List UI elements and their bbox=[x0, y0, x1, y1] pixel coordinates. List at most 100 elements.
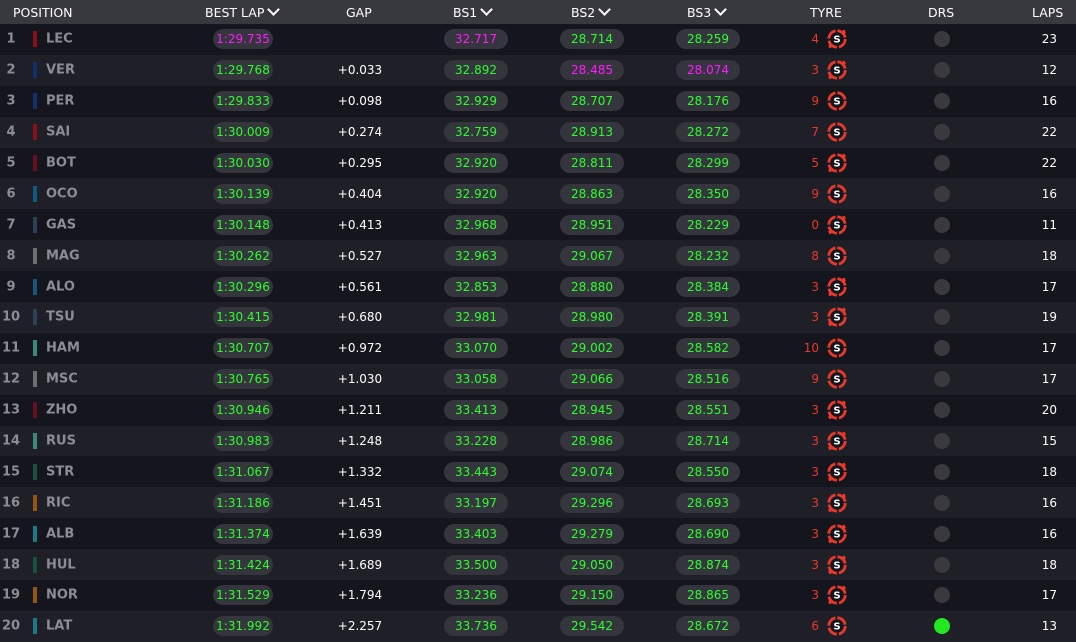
driver-code: RUS bbox=[46, 433, 76, 449]
soft-tyre-icon: S bbox=[827, 585, 847, 606]
header-bs3[interactable]: BS3 bbox=[687, 3, 728, 20]
best-sector-3: 28.232 bbox=[676, 245, 740, 266]
soft-tyre-icon: S bbox=[827, 462, 847, 482]
table-row[interactable]: 7 GAS 1:30.148 +0.413 32.968 28.951 28.2… bbox=[0, 209, 1076, 241]
best-lap: 1:31.424 bbox=[213, 554, 273, 575]
table-row[interactable]: 10 TSU 1:30.415 +0.680 32.981 28.980 28.… bbox=[0, 302, 1076, 333]
tyre-compound: S bbox=[833, 313, 840, 324]
best-sector-2: 28.951 bbox=[560, 214, 624, 235]
gap: +1.030 bbox=[337, 372, 383, 387]
best-sector-3: 28.516 bbox=[676, 369, 740, 390]
table-row[interactable]: 12 MSC 1:30.765 +1.030 33.058 29.066 28.… bbox=[0, 363, 1076, 395]
soft-tyre-icon: S bbox=[827, 246, 847, 266]
chevron-down-icon bbox=[267, 3, 281, 16]
table-row[interactable]: 5 BOT 1:30.030 +0.295 32.920 28.811 28.2… bbox=[0, 147, 1076, 179]
header-gap[interactable]: GAP bbox=[346, 5, 372, 20]
best-sector-3: 28.384 bbox=[676, 276, 740, 297]
table-row[interactable]: 18 HUL 1:31.424 +1.689 33.500 29.050 28.… bbox=[0, 549, 1076, 581]
best-sector-3: 28.350 bbox=[676, 183, 740, 204]
best-lap: 1:29.768 bbox=[213, 60, 273, 81]
table-row[interactable]: 11 HAM 1:30.707 +0.972 33.070 29.002 28.… bbox=[0, 332, 1076, 364]
table-row[interactable]: 8 MAG 1:30.262 +0.527 32.963 29.067 28.2… bbox=[0, 240, 1076, 272]
best-sector-2: 28.913 bbox=[560, 122, 624, 143]
table-row[interactable]: 20 LAT 1:31.992 +2.257 33.736 29.542 28.… bbox=[0, 610, 1076, 642]
best-sector-1: 32.929 bbox=[444, 91, 508, 112]
laps: 22 bbox=[1041, 125, 1057, 140]
table-row[interactable]: 13 ZHO 1:30.946 +1.211 33.413 28.945 28.… bbox=[0, 394, 1076, 426]
driver-code: ZHO bbox=[46, 402, 78, 418]
header-bs2[interactable]: BS2 bbox=[571, 3, 612, 20]
best-sector-2: 28.707 bbox=[560, 91, 624, 112]
header-tyre[interactable]: TYRE bbox=[810, 5, 842, 20]
drs-indicator bbox=[934, 402, 950, 419]
table-row[interactable]: 14 RUS 1:30.983 +1.248 33.228 28.986 28.… bbox=[0, 425, 1076, 457]
position: 16 bbox=[1, 495, 21, 511]
team-color-bar bbox=[33, 556, 37, 573]
best-sector-1: 33.070 bbox=[444, 338, 508, 359]
header-bs1[interactable]: BS1 bbox=[453, 3, 494, 20]
best-lap: 1:30.262 bbox=[213, 245, 273, 266]
best-lap: 1:30.707 bbox=[213, 338, 273, 359]
best-lap: 1:31.186 bbox=[213, 492, 273, 513]
tyre-compound: S bbox=[833, 66, 840, 77]
best-sector-2: 29.279 bbox=[560, 523, 624, 544]
table-row[interactable]: 16 RIC 1:31.186 +1.451 33.197 29.296 28.… bbox=[0, 487, 1076, 519]
best-lap: 1:30.148 bbox=[213, 214, 273, 235]
table-row[interactable]: 2 VER 1:29.768 +0.033 32.892 28.485 28.0… bbox=[0, 54, 1076, 86]
driver-code: TSU bbox=[46, 309, 75, 325]
table-row[interactable]: 6 OCO 1:30.139 +0.404 32.920 28.863 28.3… bbox=[0, 178, 1076, 210]
gap: +0.413 bbox=[337, 217, 383, 232]
table-row[interactable]: 1 LEC 1:29.735 32.717 28.714 28.259 4 S … bbox=[0, 24, 1076, 55]
team-color-bar bbox=[33, 463, 37, 480]
tyre-laps: 9 bbox=[811, 186, 819, 201]
drs-indicator bbox=[934, 433, 950, 450]
driver-code: STR bbox=[46, 464, 75, 480]
best-sector-2: 29.050 bbox=[560, 554, 624, 575]
laps: 19 bbox=[1041, 310, 1057, 325]
best-lap: 1:31.992 bbox=[213, 616, 273, 637]
best-sector-3: 28.865 bbox=[676, 585, 740, 606]
best-sector-3: 28.074 bbox=[676, 60, 740, 81]
drs-indicator bbox=[934, 525, 950, 542]
position: 1 bbox=[6, 31, 16, 47]
table-row[interactable]: 3 PER 1:29.833 +0.098 32.929 28.707 28.1… bbox=[0, 85, 1076, 117]
best-sector-3: 28.582 bbox=[676, 338, 740, 359]
timing-table: 1 LEC 1:29.735 32.717 28.714 28.259 4 S … bbox=[0, 24, 1076, 642]
driver-code: BOT bbox=[46, 155, 76, 171]
header-drs[interactable]: DRS bbox=[928, 5, 955, 20]
table-row[interactable]: 4 SAI 1:30.009 +0.274 32.759 28.913 28.2… bbox=[0, 116, 1076, 148]
driver-code: LAT bbox=[46, 618, 73, 634]
best-sector-3: 28.259 bbox=[676, 29, 740, 50]
team-color-bar bbox=[33, 155, 37, 171]
driver-code: HAM bbox=[46, 340, 80, 356]
position: 13 bbox=[1, 402, 21, 418]
best-sector-2: 29.296 bbox=[560, 492, 624, 513]
tyre-laps: 6 bbox=[811, 619, 819, 634]
table-row[interactable]: 17 ALB 1:31.374 +1.639 33.403 29.279 28.… bbox=[0, 518, 1076, 550]
best-sector-1: 33.443 bbox=[444, 461, 508, 482]
header-best-lap-label: BEST LAP bbox=[205, 5, 265, 20]
header-position[interactable]: POSITION bbox=[13, 5, 73, 20]
best-lap: 1:31.374 bbox=[213, 523, 273, 544]
soft-tyre-icon: S bbox=[827, 153, 847, 173]
table-row[interactable]: 15 STR 1:31.067 +1.332 33.443 29.074 28.… bbox=[0, 456, 1076, 488]
drs-indicator bbox=[934, 93, 950, 110]
position: 5 bbox=[6, 155, 16, 171]
tyre-compound: S bbox=[833, 35, 840, 46]
tyre-compound: S bbox=[833, 529, 840, 540]
header-laps[interactable]: LAPS bbox=[1032, 5, 1064, 20]
table-row[interactable]: 9 ALO 1:30.296 +0.561 32.853 28.880 28.3… bbox=[0, 271, 1076, 303]
drs-indicator bbox=[934, 463, 950, 480]
best-sector-1: 32.853 bbox=[444, 276, 508, 297]
tyre-compound: S bbox=[833, 97, 840, 108]
best-sector-1: 32.920 bbox=[444, 183, 508, 204]
best-lap: 1:30.296 bbox=[213, 276, 273, 297]
drs-indicator bbox=[934, 587, 950, 604]
best-sector-2: 28.485 bbox=[560, 60, 624, 81]
gap: +0.527 bbox=[337, 248, 383, 263]
table-row[interactable]: 19 NOR 1:31.529 +1.794 33.236 29.150 28.… bbox=[0, 580, 1076, 611]
header-best-lap[interactable]: BEST LAP bbox=[205, 3, 281, 20]
soft-tyre-icon: S bbox=[827, 122, 847, 142]
drs-indicator bbox=[934, 371, 950, 388]
best-sector-1: 32.717 bbox=[444, 29, 508, 50]
